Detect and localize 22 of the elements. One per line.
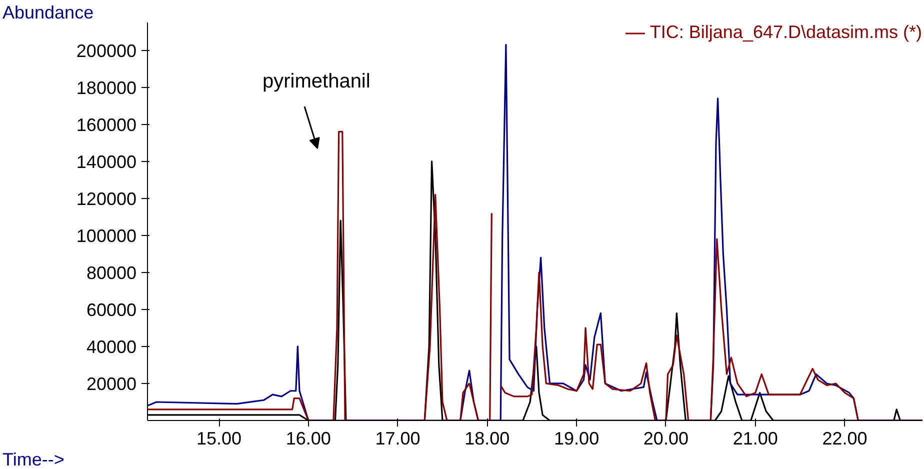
x-tick-label: 22.00: [822, 428, 868, 448]
y-tick-label: 140000: [76, 152, 137, 172]
x-tick-label: 21.00: [732, 428, 778, 448]
annotation: pyrimethanil: [262, 70, 370, 92]
y-axis-title: Abundance: [2, 2, 94, 22]
y-tick-label: 180000: [76, 78, 137, 98]
y-tick-label: 200000: [76, 40, 137, 61]
x-tick-label: 18.00: [464, 428, 510, 448]
x-tick-label: 16.00: [286, 428, 331, 448]
x-tick-label: 20.00: [643, 428, 688, 448]
y-tick-label: 40000: [86, 336, 137, 357]
x-axis-title: Time-->: [2, 450, 64, 469]
x-tick-label: 17.00: [375, 428, 420, 448]
x-tick-label: 15.00: [196, 428, 242, 448]
y-tick-label: 60000: [86, 300, 137, 320]
y-tick-label: 160000: [76, 114, 137, 135]
y-tick-label: 80000: [86, 262, 137, 283]
y-tick-label: 120000: [76, 188, 137, 209]
legend-label: TIC: Biljana_647.D\datasim.ms (*): [650, 22, 922, 43]
x-tick-label: 19.00: [554, 428, 600, 448]
y-tick-label: 20000: [86, 374, 137, 394]
y-tick-label: 100000: [76, 226, 137, 246]
